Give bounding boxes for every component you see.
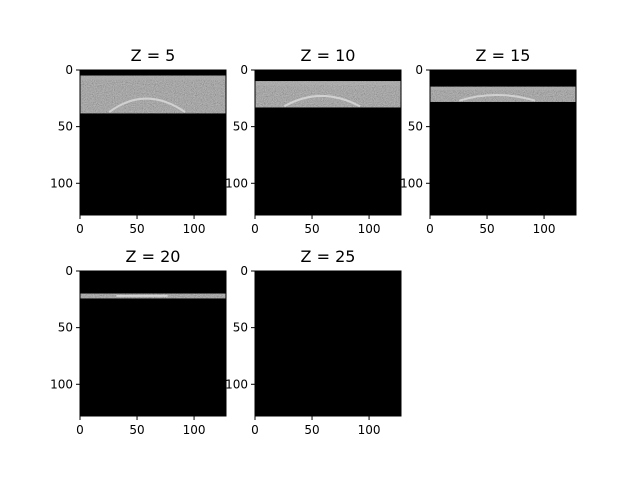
y-tick-label: 50 <box>233 321 248 335</box>
image-background <box>80 271 226 416</box>
band-top-edge <box>430 86 576 90</box>
x-tick-label: 100 <box>358 423 381 437</box>
band-noise <box>80 75 226 114</box>
x-tick-label: 0 <box>76 222 84 236</box>
x-tick-label: 50 <box>304 222 319 236</box>
image-band <box>80 75 226 114</box>
subplot-2: Z = 10 0 50 100 0 50 100 <box>225 46 402 236</box>
y-tick-label: 0 <box>65 63 73 77</box>
band-noise <box>255 81 401 108</box>
x-tick-label: 0 <box>251 423 259 437</box>
y-tick-label: 0 <box>65 264 73 278</box>
subplot-5: Z = 25 0 50 100 0 50 100 <box>225 247 402 437</box>
y-tick-label: 0 <box>240 63 248 77</box>
band-top-edge <box>255 81 401 86</box>
subplot-1: Z = 5 0 50 100 0 50 100 <box>50 46 227 236</box>
image-band <box>80 293 226 299</box>
subplot-3: Z = 15 0 50 100 0 50 100 <box>400 46 577 236</box>
subplot-title: Z = 25 <box>301 247 356 266</box>
axes-frame <box>254 69 402 216</box>
subplot-title: Z = 20 <box>126 247 181 266</box>
axes-frame <box>429 69 577 216</box>
x-tick-label: 100 <box>533 222 556 236</box>
x-tick-label: 100 <box>183 423 206 437</box>
x-tick-label: 100 <box>358 222 381 236</box>
axes-frame <box>79 69 227 216</box>
x-tick-label: 0 <box>76 423 84 437</box>
image-band <box>255 81 401 108</box>
x-tick-label: 50 <box>129 423 144 437</box>
band-highlight <box>116 295 168 297</box>
image-background <box>255 271 401 416</box>
subplot-title: Z = 10 <box>301 46 356 65</box>
band-top-edge <box>80 75 226 80</box>
y-tick-label: 50 <box>233 120 248 134</box>
axes-frame <box>254 270 402 417</box>
subplot-title: Z = 5 <box>131 46 176 65</box>
y-tick-label: 50 <box>408 120 423 134</box>
y-tick-label: 100 <box>400 176 423 190</box>
x-tick-label: 0 <box>426 222 434 236</box>
x-tick-label: 50 <box>129 222 144 236</box>
y-tick-label: 100 <box>225 176 248 190</box>
x-tick-label: 50 <box>479 222 494 236</box>
y-tick-label: 100 <box>50 176 73 190</box>
x-tick-label: 50 <box>304 423 319 437</box>
y-tick-label: 50 <box>58 120 73 134</box>
axes-frame <box>79 270 227 417</box>
y-tick-label: 50 <box>58 321 73 335</box>
y-tick-label: 0 <box>415 63 423 77</box>
y-tick-label: 0 <box>240 264 248 278</box>
image-band <box>430 86 576 102</box>
subplot-4: Z = 20 0 50 100 0 50 100 <box>50 247 227 437</box>
y-tick-label: 100 <box>50 377 73 391</box>
y-tick-label: 100 <box>225 377 248 391</box>
anatomy-edge <box>283 94 361 108</box>
x-tick-label: 100 <box>183 222 206 236</box>
subplot-title: Z = 15 <box>476 46 531 65</box>
anatomy-edge <box>458 94 536 102</box>
x-tick-label: 0 <box>251 222 259 236</box>
anatomy-edge <box>108 97 186 113</box>
